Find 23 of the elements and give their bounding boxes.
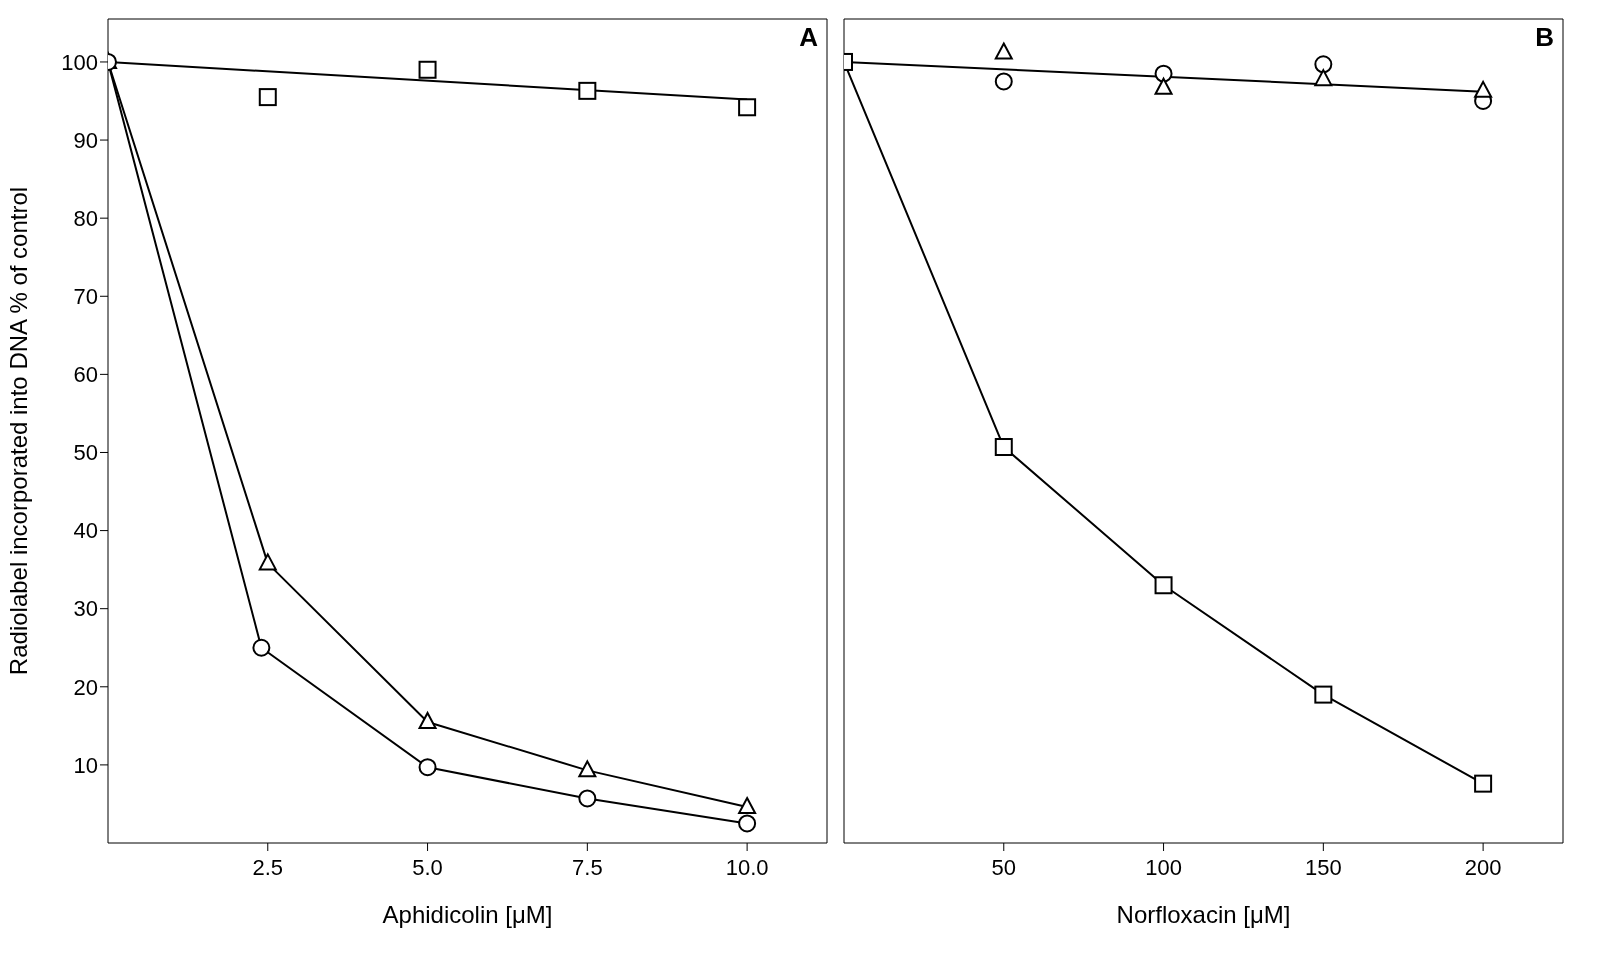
y-tick-label: 90 <box>73 127 98 153</box>
x-axis-title: Aphidicolin [μM] <box>382 901 553 928</box>
x-tick-label: 2.5 <box>252 854 284 880</box>
x-axis-title: Norfloxacin [μM] <box>1116 901 1291 928</box>
x-tick-label: 50 <box>991 854 1017 880</box>
x-tick-label: 200 <box>1464 854 1502 880</box>
y-tick-label: 70 <box>73 284 98 310</box>
x-tick-label: 10.0 <box>725 854 769 880</box>
y-tick-label: 40 <box>73 518 98 544</box>
y-tick-label: 100 <box>61 49 98 75</box>
y-tick-label: 80 <box>73 205 98 231</box>
y-tick-label: 30 <box>73 596 98 622</box>
annotation: A <box>799 22 818 53</box>
y-axis-title: Radiolabel incorporated into DNA % of control <box>4 186 32 676</box>
annotation: B <box>1535 22 1554 53</box>
y-tick-label: 60 <box>73 362 98 388</box>
y-tick-label: 20 <box>73 674 98 700</box>
y-tick-label: 50 <box>73 440 98 466</box>
x-tick-label: 7.5 <box>572 854 603 880</box>
x-tick-label: 100 <box>1145 854 1182 880</box>
x-tick-label: 5.0 <box>412 854 443 880</box>
y-tick-label: 10 <box>73 752 98 778</box>
x-tick-label: 150 <box>1304 854 1342 880</box>
